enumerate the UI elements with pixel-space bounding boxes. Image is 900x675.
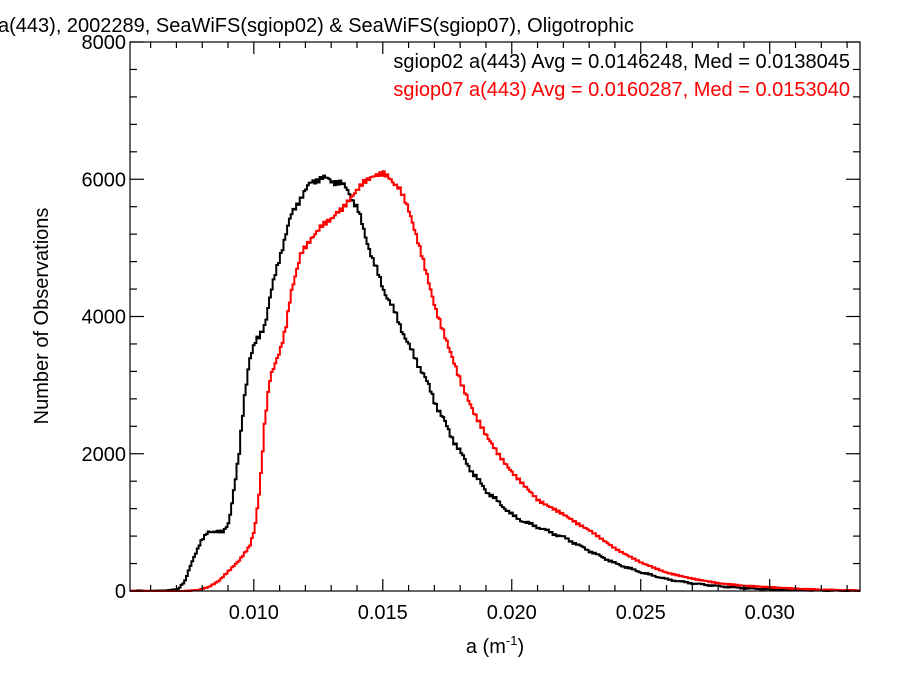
y-tick-label: 6000 [82, 169, 127, 191]
y-tick-label: 2000 [82, 444, 127, 466]
x-tick-label: 0.025 [616, 602, 666, 624]
x-axis-label-exponent: -1 [506, 633, 518, 648]
series-sgiop07-line [130, 170, 861, 592]
x-tick-label: 0.030 [745, 602, 795, 624]
x-axis-label: a (m-1) [466, 633, 524, 658]
y-tick-label: 4000 [82, 307, 127, 329]
series-sgiop02-line [130, 174, 861, 592]
legend: sgiop02 a(443) Avg = 0.0146248, Med = 0.… [393, 51, 850, 101]
x-axis-label-main: a (m [466, 636, 506, 658]
x-tick-label: 0.015 [358, 602, 408, 624]
chart-title: a(443), 2002289, SeaWiFS(sgiop02) & SeaW… [0, 15, 634, 37]
legend-entry-sgiop02: sgiop02 a(443) Avg = 0.0146248, Med = 0.… [393, 51, 850, 73]
y-axis-ticks: 0 2000 4000 6000 8000 [82, 32, 860, 603]
y-axis-label: Number of Observations [31, 208, 53, 425]
x-tick-label: 0.010 [229, 602, 279, 624]
y-tick-label: 8000 [82, 32, 127, 54]
plot-area: 0.010 0.015 0.020 0.025 0.030 0 2000 4000 6000 8… [82, 32, 861, 624]
x-axis-label-close: ) [517, 636, 524, 658]
legend-entry-sgiop07: sgiop07 a(443) Avg = 0.0160287, Med = 0.… [393, 79, 850, 101]
x-tick-label: 0.020 [487, 602, 537, 624]
x-axis-ticks: 0.010 0.015 0.020 0.025 0.030 [150, 42, 848, 624]
series-layer [130, 170, 861, 592]
y-tick-label: 0 [115, 581, 126, 603]
